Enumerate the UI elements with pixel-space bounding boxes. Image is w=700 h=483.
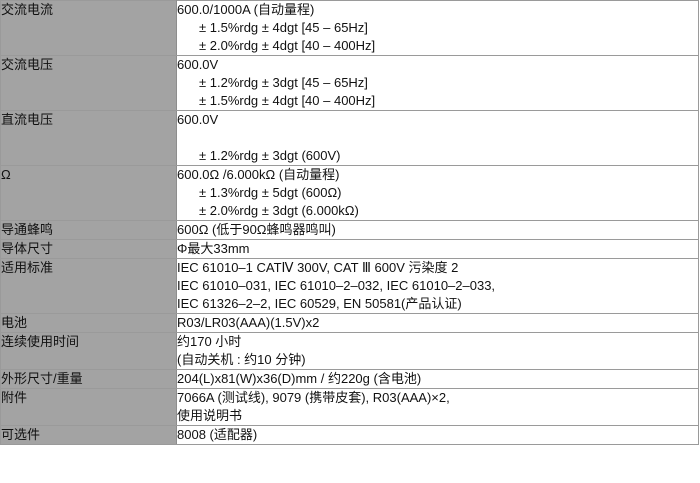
spec-value-cell: 600.0Ω /6.000kΩ (自动量程) ± 1.3%rdg ± 5dgt (… xyxy=(176,165,699,221)
spec-value-line: Φ最大33mm xyxy=(177,241,250,256)
spec-value-line: ± 1.2%rdg ± 3dgt [45 – 65Hz] xyxy=(199,75,368,90)
spec-value-line: ± 1.5%rdg ± 4dgt [40 – 400Hz] xyxy=(199,93,376,108)
spec-value-cell: R03/LR03(AAA)(1.5V)x2 xyxy=(176,313,699,333)
spec-value-line: 600.0/1000A (自动量程) xyxy=(177,2,315,17)
spec-value-cell: 204(L)x81(W)x36(D)mm / 约220g (含电池) xyxy=(176,369,699,389)
spec-value-line: 600.0V xyxy=(177,112,219,127)
table-row: 交流电流 600.0/1000A (自动量程) ± 1.5%rdg ± 4dgt [… xyxy=(0,0,699,56)
spec-label-cell: 可选件 xyxy=(0,425,177,445)
table-row: 直流电压 600.0V ± 1.2%rdg ± 3dgt (600V) xyxy=(0,110,699,166)
spec-value-line: ± 2.0%rdg ± 4dgt [40 – 400Hz] xyxy=(199,38,376,53)
spec-value-line: 7066A (测试线), 9079 (携带皮套), R03(AAA)×2, xyxy=(177,390,450,405)
spec-label-cell: 适用标准 xyxy=(0,258,177,314)
spec-value-line: 600.0V xyxy=(177,57,219,72)
spec-value-line: 600.0Ω /6.000kΩ (自动量程) xyxy=(177,167,340,182)
spec-value-line: ± 1.5%rdg ± 4dgt [45 – 65Hz] xyxy=(199,20,368,35)
spec-value-cell: 600.0V ± 1.2%rdg ± 3dgt [45 – 65Hz] ± 1.5%… xyxy=(176,55,699,111)
spec-value-cell: 约170 小时 (自动关机 : 约10 分钟) xyxy=(176,332,699,370)
spec-value-line xyxy=(177,129,698,147)
spec-label-cell: 连续使用时间 xyxy=(0,332,177,370)
table-row: 电池 R03/LR03(AAA)(1.5V)x2 xyxy=(0,313,699,333)
spec-value-line: R03/LR03(AAA)(1.5V)x2 xyxy=(177,315,320,330)
table-row: 可选件 8008 (适配器) xyxy=(0,425,699,445)
spec-value-cell: 600.0/1000A (自动量程) ± 1.5%rdg ± 4dgt [45 –… xyxy=(176,0,699,56)
spec-label-cell: 外形尺寸/重量 xyxy=(0,369,177,389)
table-row: Ω 600.0Ω /6.000kΩ (自动量程) ± 1.3%rdg ± 5dgt … xyxy=(0,165,699,221)
specification-table-body: 交流电流 600.0/1000A (自动量程) ± 1.5%rdg ± 4dgt [… xyxy=(0,0,699,445)
spec-value-cell: 600.0V ± 1.2%rdg ± 3dgt (600V) xyxy=(176,110,699,166)
spec-value-line: (自动关机 : 约10 分钟) xyxy=(177,352,306,367)
spec-label-cell: 交流电流 xyxy=(0,0,177,56)
spec-label-cell: 导体尺寸 xyxy=(0,239,177,259)
spec-value-line: ± 2.0%rdg ± 3dgt (6.000kΩ) xyxy=(199,203,359,218)
table-row: 交流电压 600.0V ± 1.2%rdg ± 3dgt [45 – 65Hz] ± … xyxy=(0,55,699,111)
spec-label-cell: 电池 xyxy=(0,313,177,333)
spec-value-line: ± 1.2%rdg ± 3dgt (600V) xyxy=(199,148,341,163)
spec-label-cell: 直流电压 xyxy=(0,110,177,166)
table-row: 附件 7066A (测试线), 9079 (携带皮套), R03(AAA)×2, 使… xyxy=(0,388,699,426)
spec-value-line: 约170 小时 xyxy=(177,334,242,349)
spec-value-line: IEC 61010–031, IEC 61010–2–032, IEC 6101… xyxy=(177,278,496,293)
spec-value-line: 204(L)x81(W)x36(D)mm / 约220g (含电池) xyxy=(177,371,422,386)
spec-value-line: IEC 61326–2–2, IEC 60529, EN 50581(产品认证) xyxy=(177,296,462,311)
spec-value-line: 使用说明书 xyxy=(177,408,243,423)
spec-value-cell: Φ最大33mm xyxy=(176,239,699,259)
spec-value-cell: 7066A (测试线), 9079 (携带皮套), R03(AAA)×2, 使用说… xyxy=(176,388,699,426)
table-row: 连续使用时间 约170 小时 (自动关机 : 约10 分钟) xyxy=(0,332,699,370)
table-row: 导体尺寸 Φ最大33mm xyxy=(0,239,699,259)
table-row: 导通蜂鸣 600Ω (低于90Ω蜂鸣器鸣叫) xyxy=(0,220,699,240)
spec-value-line: 600Ω (低于90Ω蜂鸣器鸣叫) xyxy=(177,222,336,237)
spec-label-cell: 附件 xyxy=(0,388,177,426)
table-row: 外形尺寸/重量 204(L)x81(W)x36(D)mm / 约220g (含电池… xyxy=(0,369,699,389)
spec-value-cell: 8008 (适配器) xyxy=(176,425,699,445)
spec-label-cell: 交流电压 xyxy=(0,55,177,111)
spec-label-cell: Ω xyxy=(0,165,177,221)
spec-label-cell: 导通蜂鸣 xyxy=(0,220,177,240)
spec-value-line: IEC 61010–1 CATⅣ 300V, CAT Ⅲ 600V 污染度 2 xyxy=(177,260,459,275)
spec-value-line: ± 1.3%rdg ± 5dgt (600Ω) xyxy=(199,185,342,200)
table-row: 适用标准 IEC 61010–1 CATⅣ 300V, CAT Ⅲ 600V 污染… xyxy=(0,258,699,314)
specification-table: 交流电流 600.0/1000A (自动量程) ± 1.5%rdg ± 4dgt [… xyxy=(0,0,699,445)
spec-value-cell: 600Ω (低于90Ω蜂鸣器鸣叫) xyxy=(176,220,699,240)
spec-value-line: 8008 (适配器) xyxy=(177,427,258,442)
spec-value-cell: IEC 61010–1 CATⅣ 300V, CAT Ⅲ 600V 污染度 2 I… xyxy=(176,258,699,314)
